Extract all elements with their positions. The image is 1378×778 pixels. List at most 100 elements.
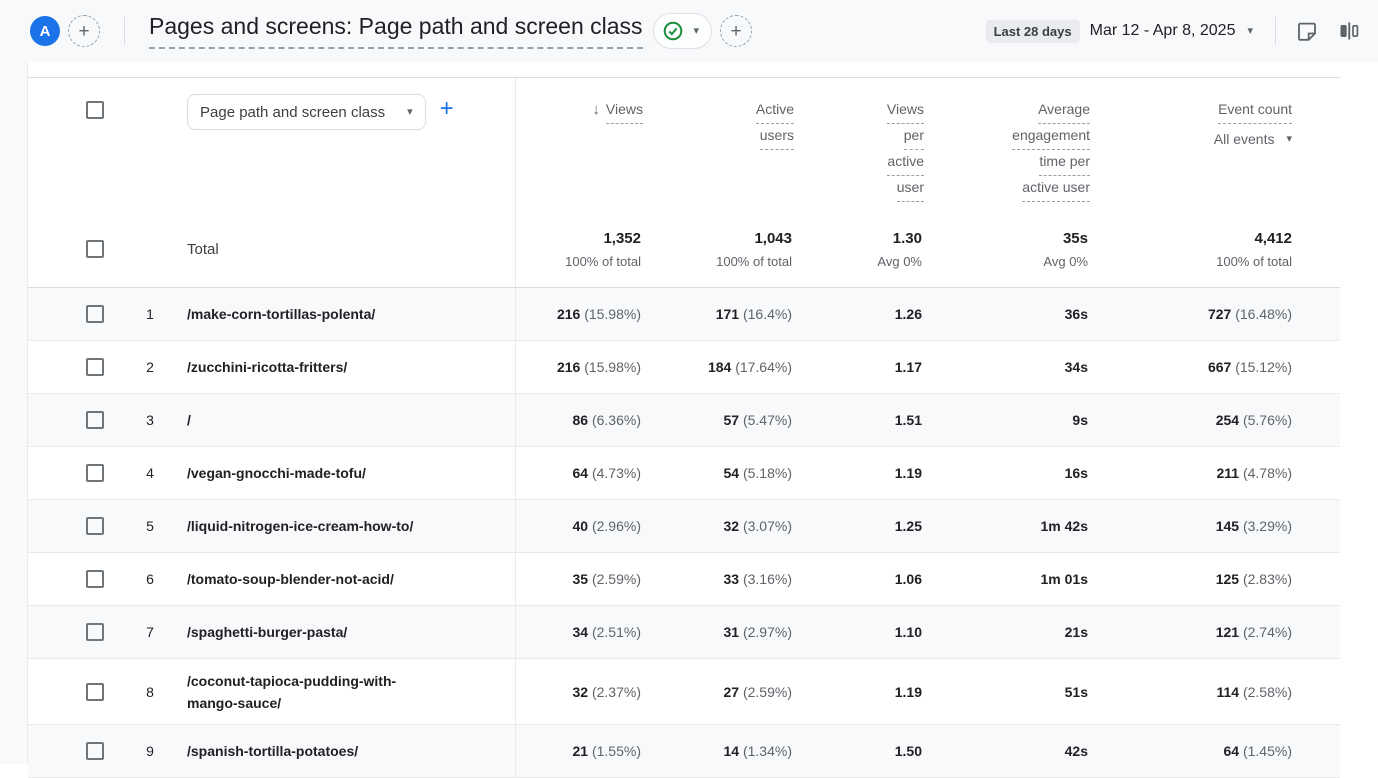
check-circle-green-icon xyxy=(662,20,684,42)
column-header-event-count[interactable]: Event count All events ▾ xyxy=(1090,78,1340,149)
date-range-value[interactable]: Mar 12 - Apr 8, 2025 xyxy=(1089,22,1236,39)
row-number: 6 xyxy=(146,571,154,587)
row-checkbox[interactable] xyxy=(86,682,104,701)
event-count-percent: (2.74%) xyxy=(1242,624,1292,640)
plus-icon: + xyxy=(730,20,742,42)
active-users-percent: (3.16%) xyxy=(742,571,792,587)
row-number: 8 xyxy=(146,683,154,700)
engagement-time-value: 16s xyxy=(1064,465,1088,481)
report-status-dropdown[interactable]: ▾ xyxy=(652,13,713,49)
active-users-percent: (5.18%) xyxy=(742,465,792,481)
active-users-percent: (1.34%) xyxy=(742,743,792,759)
views-per-user-value: 1.50 xyxy=(894,743,922,759)
column-header-views[interactable]: ↓ Views xyxy=(516,78,643,126)
views-percent: (15.98%) xyxy=(584,359,641,375)
total-active-users: 1,043 xyxy=(754,229,792,247)
row-checkbox[interactable] xyxy=(86,358,104,376)
active-users-value: 171 xyxy=(715,306,740,322)
views-value: 86 xyxy=(572,412,589,428)
active-users-value: 32 xyxy=(723,518,740,534)
column-header-active-users[interactable]: Active users xyxy=(643,78,794,152)
row-checkbox[interactable] xyxy=(86,742,104,760)
page-path: /zucchini-ricotta-fritters/ xyxy=(187,359,348,375)
notes-button[interactable] xyxy=(1294,18,1320,44)
event-count-percent: (2.83%) xyxy=(1242,571,1292,587)
table-row: 7/spaghetti-burger-pasta/34 (2.51%) 31 (2… xyxy=(28,606,1340,659)
event-count-percent: (4.78%) xyxy=(1242,465,1292,481)
active-users-value: 57 xyxy=(723,412,740,428)
column-header-avg-engagement-time[interactable]: Average engagement time per active user xyxy=(924,78,1090,204)
views-value: 35 xyxy=(572,571,589,587)
note-icon xyxy=(1295,19,1319,43)
report-title[interactable]: Pages and screens: Page path and screen … xyxy=(149,13,643,49)
row-number: 4 xyxy=(146,465,154,481)
dimension-selector-label: Page path and screen class xyxy=(200,103,386,121)
event-count-percent: (5.76%) xyxy=(1242,412,1292,428)
row-number: 1 xyxy=(146,306,154,322)
active-users-percent: (16.4%) xyxy=(742,306,792,322)
row-checkbox[interactable] xyxy=(86,305,104,323)
views-percent: (6.36%) xyxy=(591,412,641,428)
dimension-selector[interactable]: Page path and screen class ▾ xyxy=(187,94,426,130)
column-label: active xyxy=(887,152,924,176)
row-checkbox[interactable] xyxy=(86,517,104,535)
engagement-time-value: 51s xyxy=(1064,683,1088,700)
active-users-value: 31 xyxy=(723,624,740,640)
views-percent: (2.51%) xyxy=(591,624,641,640)
date-preset-badge[interactable]: Last 28 days xyxy=(985,19,1080,43)
column-label: Active xyxy=(755,100,794,124)
table-row: 9/spanish-tortilla-potatoes/21 (1.55%) 14… xyxy=(28,725,1340,778)
views-percent: (4.73%) xyxy=(591,465,641,481)
active-users-percent: (5.47%) xyxy=(742,412,792,428)
add-collaborator-button[interactable]: + xyxy=(68,15,100,47)
add-dimension-button[interactable]: + xyxy=(439,95,454,122)
total-active-users-sub: 100% of total xyxy=(716,253,792,269)
select-all-checkbox[interactable] xyxy=(86,101,104,119)
views-value: 216 xyxy=(556,359,581,375)
row-number: 2 xyxy=(146,359,154,375)
chevron-down-icon: ▾ xyxy=(693,24,700,37)
row-checkbox[interactable] xyxy=(86,411,104,429)
row-number: 5 xyxy=(146,518,154,534)
table-row: 2/zucchini-ricotta-fritters/216 (15.98%)… xyxy=(28,341,1340,394)
add-comparison-button[interactable]: + xyxy=(720,15,753,47)
page-path: /vegan-gnocchi-made-tofu/ xyxy=(187,465,366,481)
active-users-percent: (3.07%) xyxy=(742,518,792,534)
views-value: 34 xyxy=(572,624,589,640)
table-row: 8/coconut-tapioca-pudding-with-mango-sau… xyxy=(28,659,1340,725)
column-label: active user xyxy=(1022,178,1090,202)
column-label: engagement xyxy=(1012,126,1090,150)
views-per-user-value: 1.51 xyxy=(894,412,922,428)
comparison-icon xyxy=(1337,19,1361,43)
column-header-views-per-active-user[interactable]: Views per active user xyxy=(794,78,924,204)
views-per-user-value: 1.25 xyxy=(894,518,922,534)
views-per-user-value: 1.10 xyxy=(894,624,922,640)
column-label: per xyxy=(903,126,924,150)
table-row: 5/liquid-nitrogen-ice-cream-how-to/40 (2… xyxy=(28,500,1340,553)
active-users-percent: (2.59%) xyxy=(742,683,792,700)
engagement-time-value: 21s xyxy=(1064,624,1088,640)
views-per-user-value: 1.06 xyxy=(894,571,922,587)
event-count-percent: (3.29%) xyxy=(1242,518,1292,534)
total-row-checkbox[interactable] xyxy=(86,240,104,258)
header-divider xyxy=(1275,17,1276,45)
property-avatar[interactable]: A xyxy=(30,16,60,46)
comparison-panels-button[interactable] xyxy=(1336,18,1362,44)
event-count-value: 254 xyxy=(1215,412,1240,428)
page-path: /make-corn-tortillas-polenta/ xyxy=(187,306,376,322)
event-count-value: 114 xyxy=(1216,683,1240,700)
row-checkbox[interactable] xyxy=(86,623,104,641)
column-label: user xyxy=(896,178,924,202)
row-checkbox[interactable] xyxy=(86,464,104,482)
report-header-bar: A + Pages and screens: Page path and scr… xyxy=(0,0,1378,62)
engagement-time-value: 42s xyxy=(1064,743,1088,759)
row-number: 3 xyxy=(146,412,154,428)
page-path: /liquid-nitrogen-ice-cream-how-to/ xyxy=(187,518,414,534)
row-checkbox[interactable] xyxy=(86,570,104,588)
total-engagement-time-sub: Avg 0% xyxy=(1043,253,1088,269)
chevron-down-icon[interactable]: ▾ xyxy=(1247,24,1253,37)
engagement-time-value: 9s xyxy=(1072,412,1088,428)
event-count-value: 211 xyxy=(1216,465,1240,481)
event-filter-dropdown[interactable]: All events ▾ xyxy=(1214,130,1292,149)
engagement-time-value: 1m 42s xyxy=(1040,518,1088,534)
